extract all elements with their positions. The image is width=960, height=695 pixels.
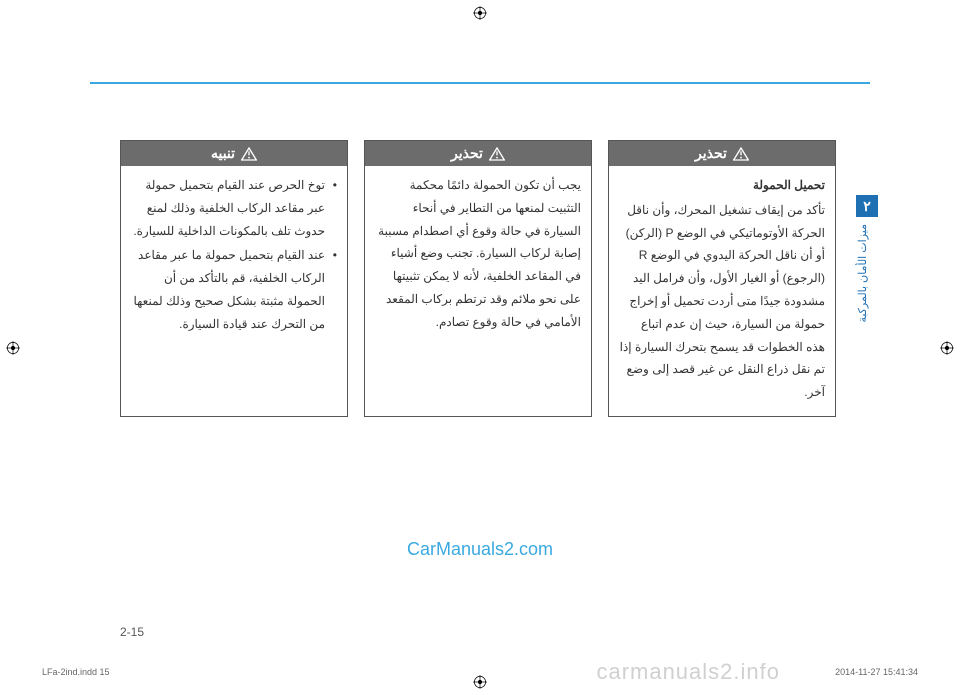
top-rule: [90, 82, 870, 84]
page-number: 2-15: [120, 625, 144, 639]
warning1-text: يجب أن تكون الحمولة دائمًا محكمة التثبيت…: [378, 178, 581, 329]
warning-box-1: تحذير يجب أن تكون الحمولة دائمًا محكمة ا…: [364, 140, 592, 417]
caution-box: تنبيه توخ الحرص عند القيام بتحميل حمولة …: [120, 140, 348, 417]
warning-triangle-icon: [241, 147, 257, 161]
warning2-header: تحذير: [609, 141, 835, 166]
warning2-title: تحميل الحمولة: [619, 174, 825, 197]
chapter-number: ٢: [863, 198, 871, 215]
warning2-text: تأكد من إيقاف تشغيل المحرك، وأن ناقل الح…: [620, 203, 825, 399]
page: ٢ ميزات الأمان بالمركبة تنبيه توخ الحرص …: [0, 0, 960, 695]
chapter-label: ميزات الأمان بالمركبة: [856, 224, 880, 323]
warning-box-2: تحذير تحميل الحمولة تأكد من إيقاف تشغيل …: [608, 140, 836, 417]
caution-header: تنبيه: [121, 141, 347, 166]
caution-bullet: عند القيام بتحميل حمولة ما عبر مقاعد الر…: [131, 244, 337, 335]
caution-body: توخ الحرص عند القيام بتحميل حمولة عبر مق…: [121, 166, 347, 350]
caution-header-text: تنبيه: [211, 145, 235, 162]
registration-mark-bottom: [473, 675, 487, 689]
chapter-tab: ٢: [856, 195, 878, 217]
warning1-header: تحذير: [365, 141, 591, 166]
content-columns: تنبيه توخ الحرص عند القيام بتحميل حمولة …: [120, 140, 840, 417]
registration-mark-left: [6, 341, 20, 355]
warning-triangle-icon: [733, 147, 749, 161]
warning2-body: تحميل الحمولة تأكد من إيقاف تشغيل المحرك…: [609, 166, 835, 416]
warning-triangle-icon: [489, 147, 505, 161]
registration-mark-top: [473, 6, 487, 20]
watermark-carmanuals2: CarManuals2.com: [407, 539, 553, 560]
footer-filename: LFa-2ind.indd 15: [42, 667, 110, 677]
warning1-header-text: تحذير: [451, 145, 483, 162]
caution-bullet: توخ الحرص عند القيام بتحميل حمولة عبر مق…: [131, 174, 337, 242]
footer-timestamp: 2014-11-27 15:41:34: [835, 667, 918, 677]
registration-mark-right: [940, 341, 954, 355]
watermark-carmanuals2-info: carmanuals2.info: [596, 659, 780, 685]
warning1-body: يجب أن تكون الحمولة دائمًا محكمة التثبيت…: [365, 166, 591, 346]
warning2-header-text: تحذير: [695, 145, 727, 162]
